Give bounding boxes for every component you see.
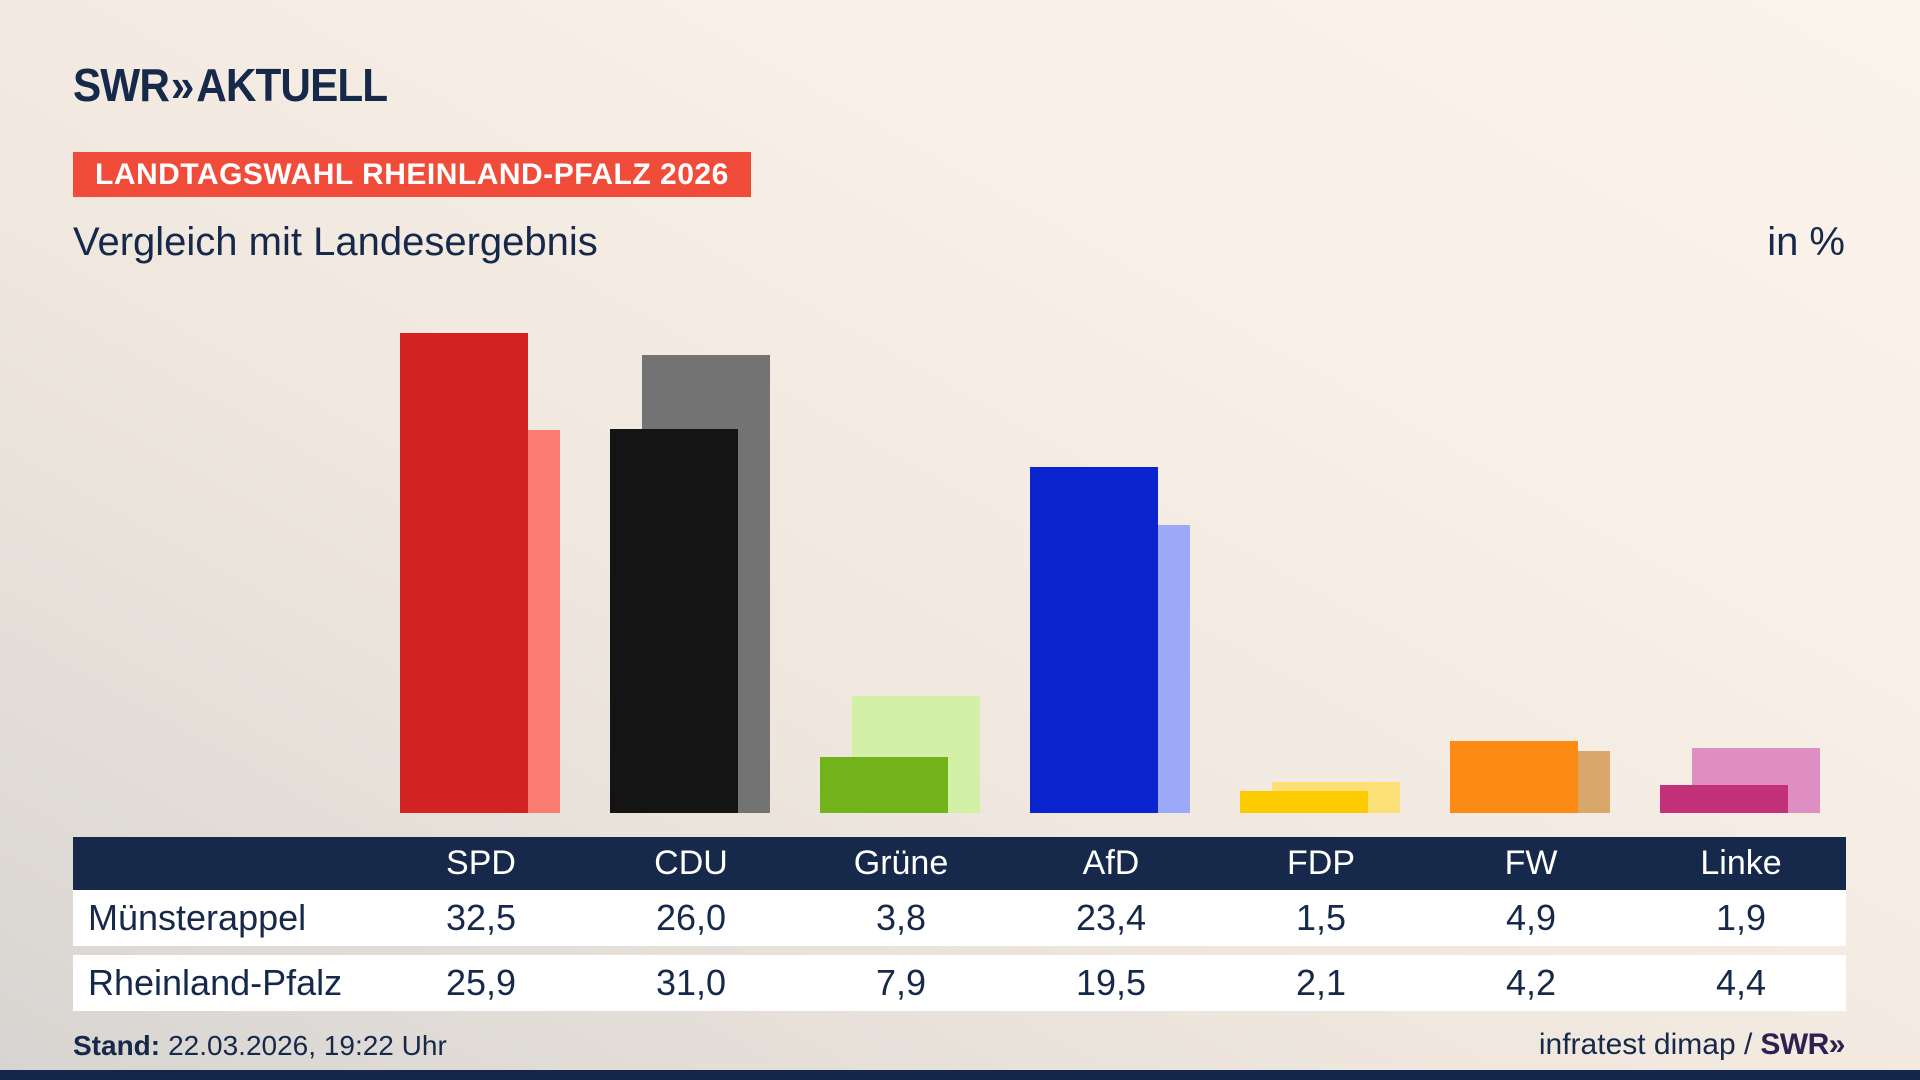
bottom-navy-strip xyxy=(0,1070,1920,1080)
value-spd: 32,5 xyxy=(445,897,517,938)
timestamp-label: Stand: xyxy=(73,1030,161,1061)
source-credit: infratest dimap / SWR» xyxy=(1538,1028,1846,1062)
timestamp-value: 22.03.2026, 19:22 Uhr xyxy=(168,1030,447,1061)
bar-main-grne xyxy=(820,757,948,813)
column-header-fw: FW xyxy=(1504,844,1558,882)
value-afd: 19,5 xyxy=(1075,962,1147,1003)
column-header-spd: SPD xyxy=(446,844,516,882)
column-header-fdp: FDP xyxy=(1287,844,1355,882)
value-afd: 23,4 xyxy=(1075,897,1147,938)
column-header-linke: Linke xyxy=(1700,844,1782,882)
bar-main-fw xyxy=(1450,741,1578,813)
chart-title: Vergleich mit Landesergebnis xyxy=(73,220,598,264)
value-cdu: 31,0 xyxy=(655,962,727,1003)
bar-main-fdp xyxy=(1240,791,1368,813)
swr-aktuell-logo: SWR» AKTUELL xyxy=(73,58,388,112)
bar-chart xyxy=(0,313,1920,813)
table-row-muensterappel: Münsterappel 32,5 26,0 3,8 23,4 1,5 4,9 … xyxy=(73,890,1846,946)
table-header-row: SPD CDU Grüne AfD FDP FW Linke xyxy=(73,837,1846,890)
value-linke: 4,4 xyxy=(1715,962,1767,1003)
logo-chevrons-icon: » xyxy=(170,59,194,111)
value-gruene: 7,9 xyxy=(875,962,927,1003)
value-fw: 4,9 xyxy=(1505,897,1557,938)
timestamp: Stand: 22.03.2026, 19:22 Uhr xyxy=(73,1030,447,1062)
results-table: SPD CDU Grüne AfD FDP FW Linke Münsterap… xyxy=(73,837,1846,1011)
bar-main-afd xyxy=(1030,467,1158,813)
value-fdp: 2,1 xyxy=(1295,962,1347,1003)
bar-main-cdu xyxy=(610,429,738,813)
source-text: infratest dimap / xyxy=(1538,1028,1753,1061)
column-header-gruene: Grüne xyxy=(853,844,949,882)
bar-main-spd xyxy=(400,333,528,813)
column-header-afd: AfD xyxy=(1082,844,1140,882)
source-swr-logo: SWR» xyxy=(1760,1028,1845,1061)
row-label: Münsterappel xyxy=(88,897,307,938)
value-fw: 4,2 xyxy=(1505,962,1557,1003)
election-badge: LANDTAGSWAHL RHEINLAND-PFALZ 2026 xyxy=(73,152,751,197)
unit-label: in % xyxy=(1767,220,1845,264)
bar-main-linke xyxy=(1660,785,1788,813)
column-header-cdu: CDU xyxy=(654,844,728,882)
value-spd: 25,9 xyxy=(445,962,517,1003)
title-row: Vergleich mit Landesergebnis in % xyxy=(73,220,1845,265)
logo-brand-text: SWR xyxy=(73,59,170,111)
header-empty-cell xyxy=(73,837,376,890)
value-fdp: 1,5 xyxy=(1295,897,1347,938)
table-row-rheinland-pfalz: Rheinland-Pfalz 25,9 31,0 7,9 19,5 2,1 4… xyxy=(73,955,1846,1011)
value-gruene: 3,8 xyxy=(875,897,927,938)
row-label: Rheinland-Pfalz xyxy=(88,962,343,1003)
value-linke: 1,9 xyxy=(1715,897,1767,938)
logo-suffix-text: AKTUELL xyxy=(196,59,388,111)
value-cdu: 26,0 xyxy=(655,897,727,938)
